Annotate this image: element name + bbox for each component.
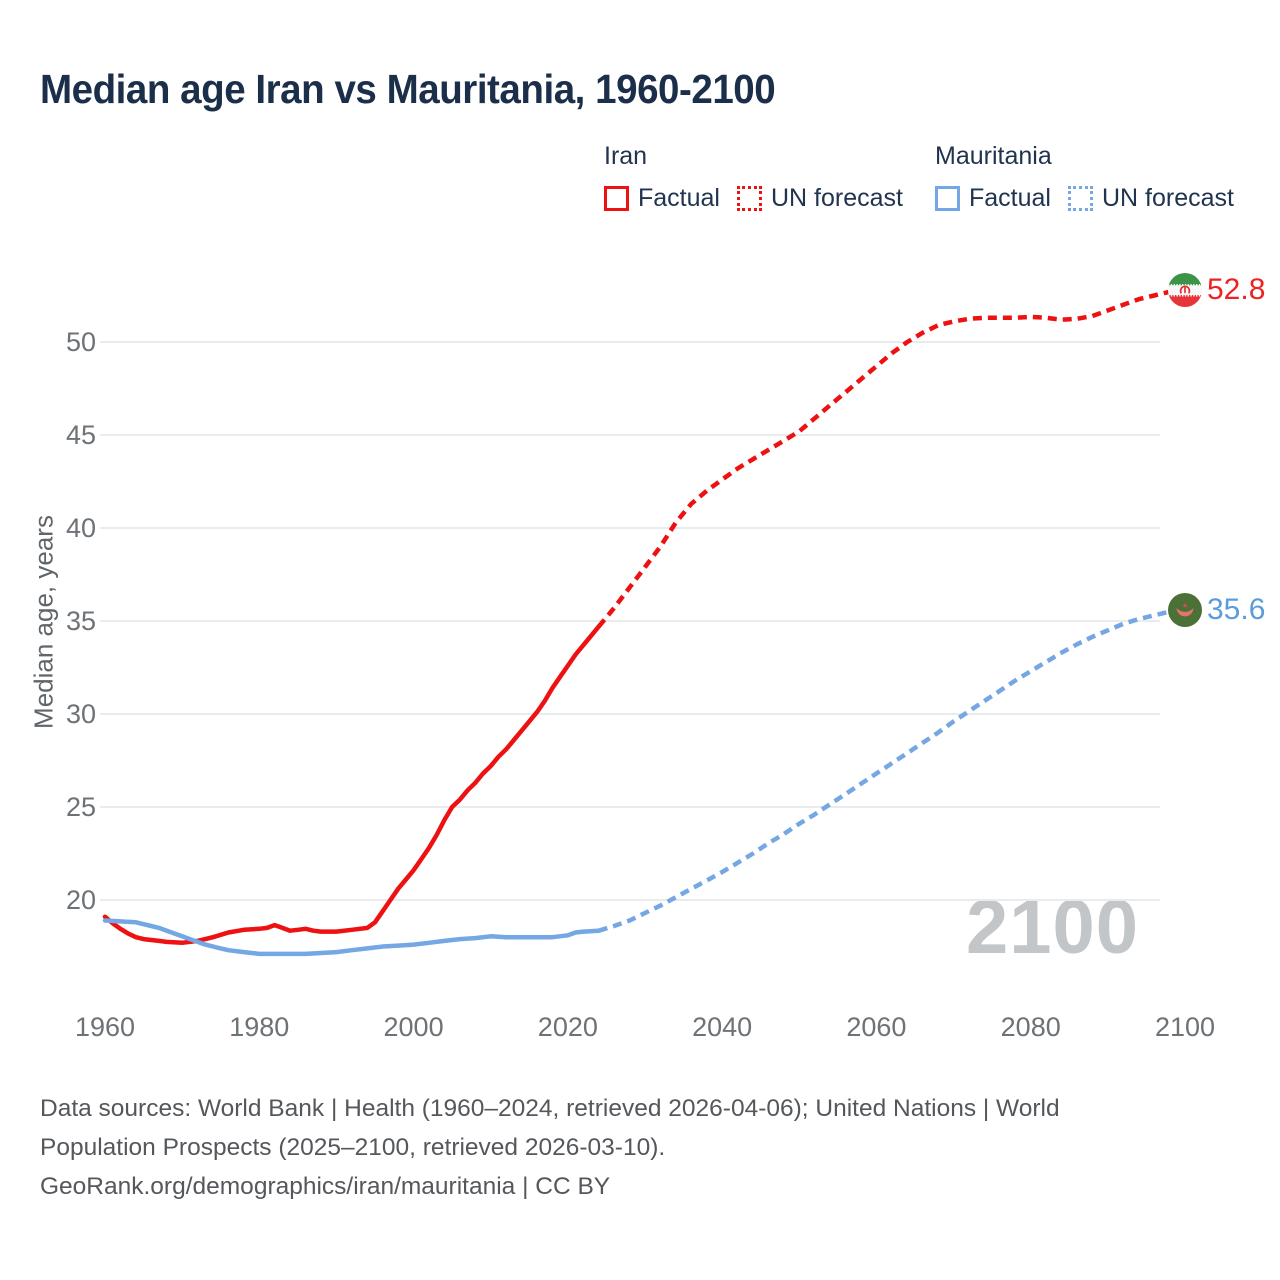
x-tick-label: 2100 bbox=[1154, 1012, 1216, 1042]
footer-license-line: GeoRank.org/demographics/iran/mauritania… bbox=[40, 1173, 611, 1200]
series-line bbox=[102, 918, 601, 957]
series-line bbox=[596, 287, 1186, 629]
legend-item-iran-factual[interactable]: Factual bbox=[604, 184, 720, 213]
legend-item-label: UN forecast bbox=[1101, 184, 1234, 212]
mauritania-factual-swatch-icon bbox=[935, 186, 960, 211]
x-tick-label: 2060 bbox=[846, 1012, 907, 1042]
footer-sources-line-1: Data sources: World Bank | Health (1960–… bbox=[40, 1095, 1060, 1122]
y-tick-label: 40 bbox=[65, 513, 96, 543]
x-tick-label: 2000 bbox=[383, 1012, 444, 1042]
iran-end-value-label: 52.8 bbox=[1207, 272, 1266, 306]
iran-factual-swatch-icon bbox=[604, 186, 629, 211]
y-tick-label: 25 bbox=[65, 792, 96, 822]
mauritania-end-value-label: 35.6 bbox=[1207, 592, 1266, 626]
x-tick-label: 1960 bbox=[74, 1012, 136, 1042]
x-tick-label: 2080 bbox=[1000, 1012, 1061, 1042]
legend-group-mauritania: Mauritania Factual UN forecast bbox=[935, 142, 1234, 213]
legend-item-label: Factual bbox=[638, 184, 720, 212]
mauritania-forecast-swatch-icon bbox=[1067, 186, 1093, 211]
iran-forecast-swatch-icon bbox=[736, 186, 762, 211]
footer-sources-line-2: Population Prospects (2025–2100, retriev… bbox=[40, 1134, 666, 1161]
page-title: Median age Iran vs Mauritania, 1960-2100 bbox=[40, 66, 776, 112]
y-tick-label: 30 bbox=[65, 699, 96, 729]
legend-group-title-mauritania: Mauritania bbox=[935, 142, 1052, 170]
legend-item-mauritania-forecast[interactable]: UN forecast bbox=[1067, 184, 1234, 213]
legend-row-mauritania: Factual UN forecast bbox=[935, 184, 1234, 213]
series-line bbox=[598, 607, 1186, 933]
x-tick-label: 2040 bbox=[692, 1012, 753, 1042]
x-tick-label: 1980 bbox=[229, 1012, 290, 1042]
legend-item-label: Factual bbox=[969, 184, 1051, 212]
y-tick-label: 45 bbox=[65, 420, 96, 450]
legend-item-label: UN forecast bbox=[770, 184, 903, 212]
y-tick-label: 50 bbox=[65, 327, 96, 357]
mauritania-flag-icon bbox=[1168, 592, 1202, 627]
legend-item-iran-forecast[interactable]: UN forecast bbox=[736, 184, 903, 213]
legend-row-iran: Factual UN forecast bbox=[604, 184, 903, 213]
legend-group-iran: Iran Factual UN forecast bbox=[604, 142, 903, 213]
series-line bbox=[102, 624, 601, 946]
y-tick-label: 20 bbox=[65, 885, 96, 915]
legend-item-mauritania-factual[interactable]: Factual bbox=[935, 184, 1051, 213]
legend-group-title-iran: Iran bbox=[604, 142, 648, 170]
footer-attribution: Data sources: World Bank | Health (1960–… bbox=[40, 1089, 1060, 1206]
iran-flag-icon bbox=[1168, 272, 1202, 307]
y-tick-label: 35 bbox=[65, 606, 96, 636]
x-tick-label: 2020 bbox=[537, 1012, 598, 1042]
